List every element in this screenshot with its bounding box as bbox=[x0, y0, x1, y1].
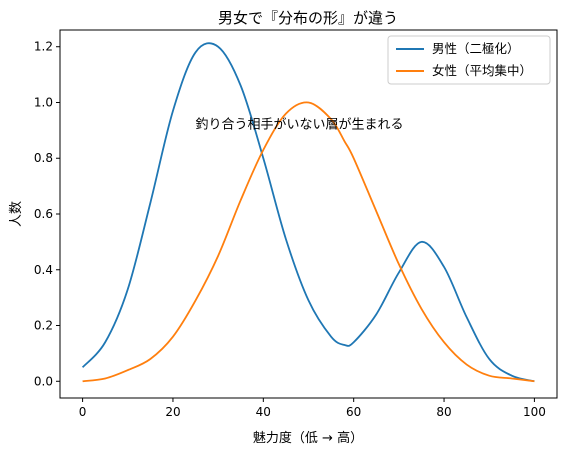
x-axis-ticks: 0 20 40 60 80 100 bbox=[79, 398, 546, 419]
x-tick-label: 0 bbox=[79, 405, 87, 419]
series-lines bbox=[81, 42, 535, 383]
plot-area: 0 20 40 60 80 100 0.0 0.2 0.4 0.6 0.8 1.0 1.2 bbox=[34, 29, 558, 419]
x-tick-label: 40 bbox=[256, 405, 271, 419]
y-tick-label: 0.4 bbox=[34, 263, 53, 277]
y-axis-label: 人数 bbox=[9, 201, 24, 227]
x-tick-label: 60 bbox=[346, 405, 361, 419]
annotation-text: 釣り合う相手がいない層が生まれる bbox=[196, 116, 404, 132]
chart-title: 男女で『分布の形』が違う bbox=[218, 9, 398, 27]
legend: 男性（二極化） 女性（平均集中） bbox=[387, 35, 551, 85]
y-tick-label: 1.2 bbox=[34, 40, 53, 54]
legend-box bbox=[387, 35, 551, 85]
y-tick-label: 1.0 bbox=[34, 95, 53, 109]
x-tick-label: 20 bbox=[165, 405, 180, 419]
series-line-female bbox=[82, 101, 535, 383]
plot-frame bbox=[59, 29, 558, 399]
series-line-male bbox=[81, 42, 535, 383]
y-axis-ticks: 0.0 0.2 0.4 0.6 0.8 1.0 1.2 bbox=[34, 40, 60, 388]
y-tick-label: 0.2 bbox=[34, 319, 53, 333]
x-axis-label: 魅力度（低 → 高） bbox=[253, 430, 363, 446]
y-tick-label: 0.0 bbox=[34, 374, 53, 388]
x-tick-label: 80 bbox=[436, 405, 451, 419]
legend-label-male: 男性（二極化） bbox=[432, 41, 520, 56]
x-tick-label: 100 bbox=[523, 405, 546, 419]
legend-label-female: 女性（平均集中） bbox=[432, 63, 532, 78]
y-tick-label: 0.8 bbox=[34, 151, 53, 165]
y-tick-label: 0.6 bbox=[34, 207, 53, 221]
